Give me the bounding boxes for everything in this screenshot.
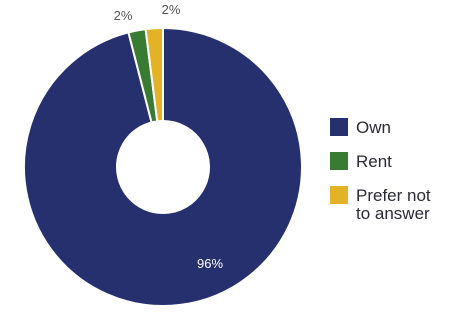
slice-own	[23, 26, 303, 307]
slice-prefer-not-to-answer	[144, 26, 164, 123]
legend-swatch-prefer-not-to-answer	[330, 186, 348, 204]
legend-label-prefer-not-to-answer: to answer	[356, 204, 430, 223]
legend-label-rent: Rent	[356, 152, 392, 171]
data-labels: 96% 2% 2%	[114, 2, 224, 271]
data-label-rent: 2%	[114, 8, 133, 23]
legend-label-prefer-not-to-answer: Prefer not	[356, 186, 431, 205]
legend-label-own: Own	[356, 118, 391, 137]
donut-slices	[23, 26, 303, 307]
legend-swatch-rent	[330, 152, 348, 170]
legend-swatch-own	[330, 118, 348, 136]
data-label-prefer-not-to-answer: 2%	[162, 2, 181, 17]
data-label-own: 96%	[197, 256, 223, 271]
